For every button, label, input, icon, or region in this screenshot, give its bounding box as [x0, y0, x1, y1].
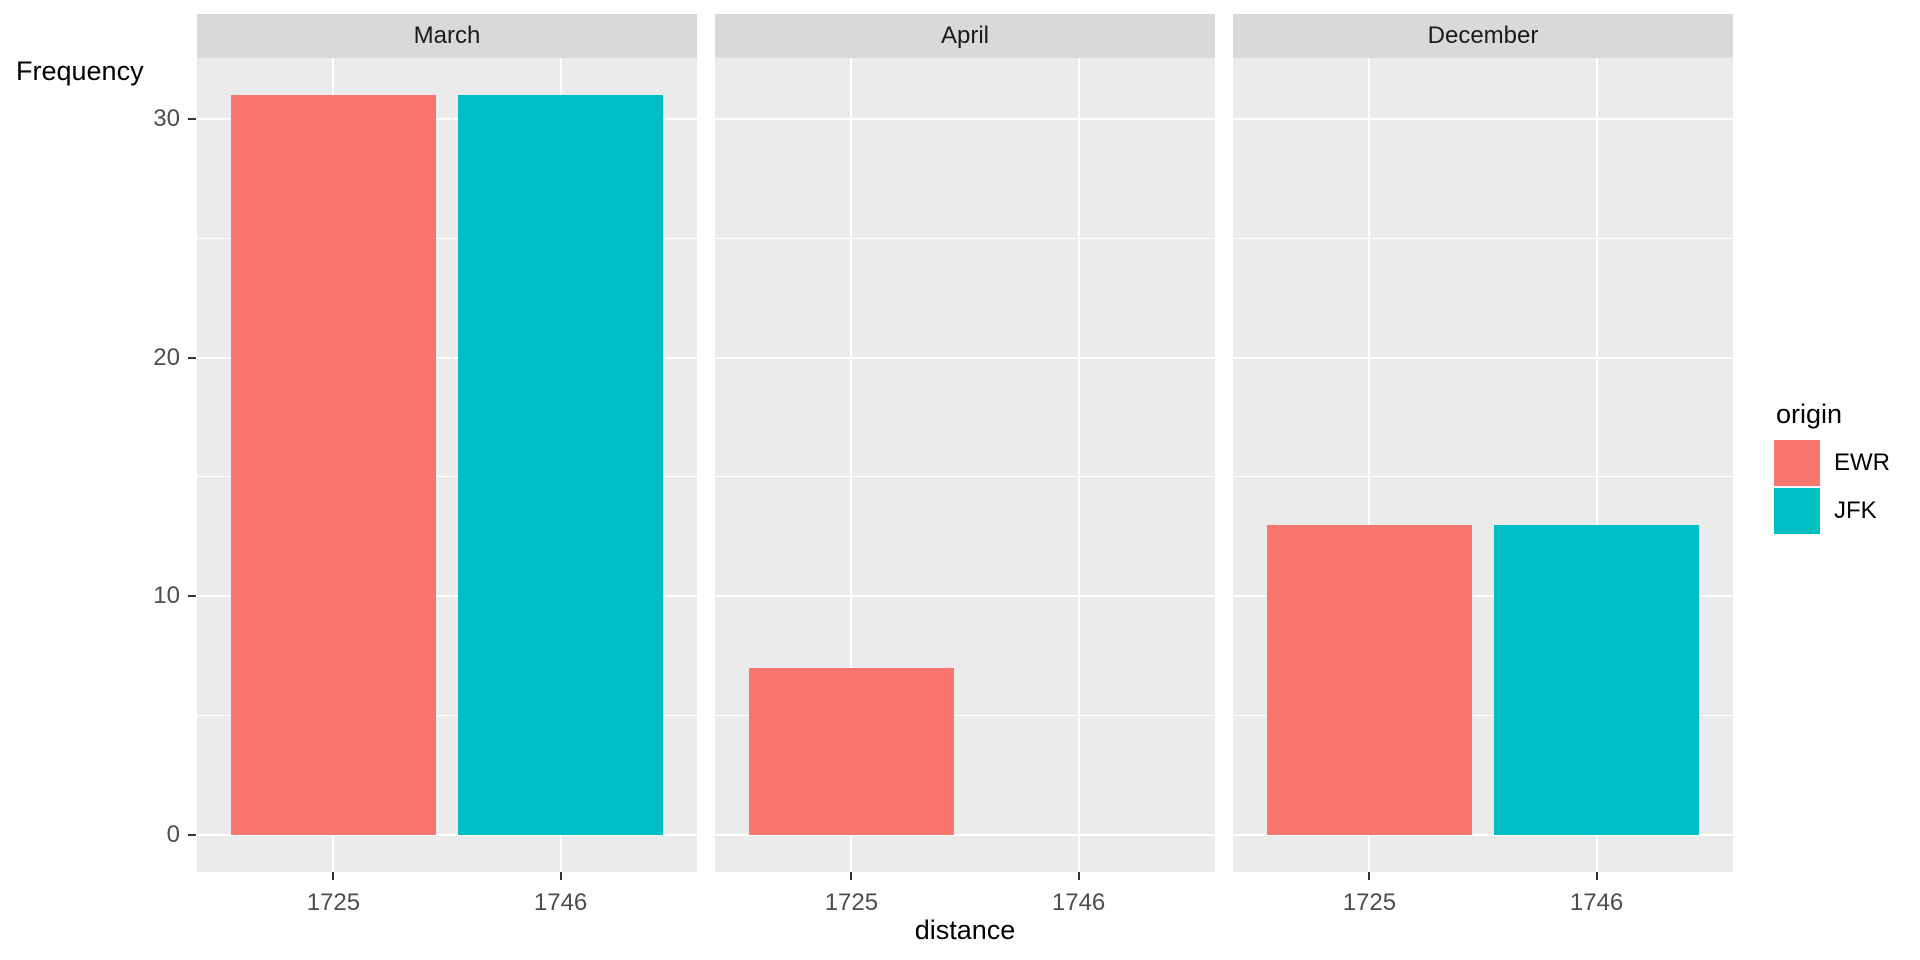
gridline-major-y10 — [715, 595, 1215, 598]
legend-label-ewr: EWR — [1834, 449, 1890, 476]
x-tick-label-1746: 1746 — [533, 889, 588, 916]
legend-title: origin — [1776, 399, 1843, 429]
x-tick-1746 — [559, 872, 562, 880]
bar-ewr-1725 — [749, 667, 954, 835]
facet-strip-april: April — [715, 14, 1215, 58]
x-tick-label-1725: 1725 — [824, 889, 879, 916]
facet-panel-march — [197, 58, 697, 872]
gridline-minor-y15 — [197, 476, 697, 478]
y-tick-label-30: 30 — [153, 104, 180, 132]
y-tick-0 — [188, 834, 196, 836]
legend-swatch-ewr — [1774, 440, 1820, 486]
gridline-major-y20 — [1233, 356, 1733, 359]
gridline-major-y30 — [715, 117, 1215, 120]
bar-ewr-1725 — [1267, 524, 1472, 835]
x-tick-label-1725: 1725 — [306, 889, 361, 916]
gridline-minor-y5 — [715, 715, 1215, 717]
gridline-major-y20 — [197, 356, 697, 359]
gridline-major-y30 — [197, 117, 697, 120]
y-tick-30 — [188, 117, 196, 120]
gridline-major-x1746 — [1077, 58, 1080, 872]
facet-strip-label: March — [413, 22, 481, 49]
facet-panel-april — [715, 58, 1215, 872]
gridline-major-y0 — [715, 834, 1215, 836]
gridline-minor-y25 — [197, 237, 697, 239]
gridline-major-x1725 — [1368, 58, 1371, 872]
x-tick-label-1725: 1725 — [1342, 889, 1397, 916]
y-tick-label-10: 10 — [153, 582, 180, 610]
facet-strip-march: March — [197, 14, 697, 58]
facet-panel-december — [1233, 58, 1733, 872]
gridline-minor-y25 — [715, 237, 1215, 239]
x-tick-label-1746: 1746 — [1051, 889, 1106, 916]
legend-entry-jfk: JFK — [1774, 488, 1890, 534]
gridline-major-y10 — [197, 595, 697, 598]
gridline-major-y0 — [197, 834, 697, 836]
legend-swatch-jfk — [1774, 488, 1820, 534]
facet-strip-label: December — [1427, 22, 1539, 49]
gridline-minor-y5 — [1233, 715, 1733, 717]
gridline-minor-y15 — [715, 476, 1215, 478]
gridline-major-y30 — [1233, 117, 1733, 120]
gridline-minor-y5 — [197, 715, 697, 717]
gridline-major-y10 — [1233, 595, 1733, 598]
y-tick-20 — [188, 356, 196, 359]
gridline-major-x1746 — [1595, 58, 1598, 872]
x-tick-1746 — [1595, 872, 1598, 880]
legend-entries: EWR JFK — [1774, 440, 1890, 534]
facet-strip-december: December — [1233, 14, 1733, 58]
y-axis-title: Frequency — [16, 56, 144, 86]
gridline-minor-y25 — [1233, 237, 1733, 239]
bar-jfk-1746 — [458, 95, 663, 835]
gridline-major-y0 — [1233, 834, 1733, 836]
bar-ewr-1725 — [231, 95, 436, 835]
legend-entry-ewr: EWR — [1774, 440, 1890, 486]
legend: origin EWR JFK — [1774, 398, 1890, 536]
legend-label-jfk: JFK — [1834, 497, 1877, 524]
facet-strip-label: April — [940, 22, 989, 49]
x-tick-1725 — [332, 872, 335, 880]
x-tick-1725 — [1368, 872, 1371, 880]
x-tick-1725 — [850, 872, 853, 880]
y-tick-10 — [188, 595, 196, 598]
x-axis-title: distance — [914, 915, 1016, 945]
bar-jfk-1746 — [1494, 524, 1699, 835]
y-tick-label-20: 20 — [153, 343, 180, 371]
gridline-major-x1725 — [850, 58, 853, 872]
y-tick-label-0: 0 — [166, 821, 180, 848]
x-tick-1746 — [1077, 872, 1080, 880]
x-tick-label-1746: 1746 — [1569, 889, 1624, 916]
gridline-major-y20 — [715, 356, 1215, 359]
gridline-minor-y15 — [1233, 476, 1733, 478]
